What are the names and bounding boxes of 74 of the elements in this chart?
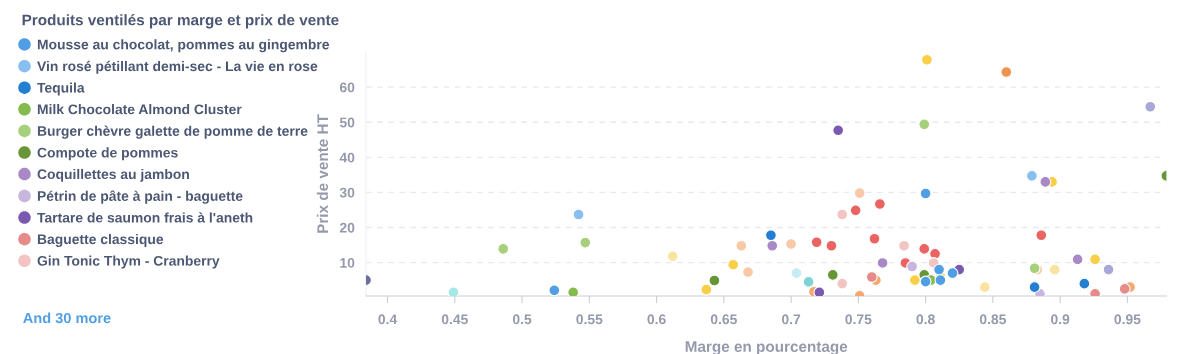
point — [1089, 253, 1102, 266]
x-tick-label: 0.8 — [916, 314, 935, 325]
point — [447, 286, 460, 296]
point — [934, 274, 947, 287]
point — [978, 281, 991, 294]
y-tick-label: 20 — [339, 222, 355, 233]
point — [1028, 281, 1041, 294]
point — [1000, 66, 1013, 78]
point — [908, 274, 921, 287]
point — [742, 266, 754, 279]
text: Produits ventilés par marge et prix de vente — [22, 14, 339, 29]
point — [826, 268, 839, 281]
point — [919, 275, 932, 288]
x-tick-label: 0.7 — [781, 314, 801, 325]
point — [810, 236, 823, 249]
legend-label: Gin Tonic Thym - Cranberry — [37, 255, 220, 269]
point — [497, 242, 510, 255]
point — [1035, 229, 1048, 242]
point — [868, 232, 881, 245]
point — [813, 286, 826, 296]
legend-label: Mousse au chocolat, pommes au gingembre — [37, 39, 330, 53]
point — [919, 187, 932, 200]
legend-label: Tartare de saumon frais à l'aneth — [37, 212, 253, 223]
point — [727, 258, 740, 271]
point — [579, 236, 592, 249]
x-tick-label: 0.45 — [441, 314, 468, 325]
y-axis-title: Prix de vente HT — [316, 114, 329, 233]
point — [764, 229, 777, 242]
y-tick-label: 50 — [339, 117, 355, 128]
point — [790, 267, 803, 280]
point — [1118, 282, 1131, 295]
point — [1078, 277, 1091, 290]
point — [849, 204, 862, 217]
point — [1102, 263, 1115, 276]
point — [1048, 263, 1061, 276]
legend-label: Milk Chocolate Almond Cluster — [37, 104, 242, 115]
point — [572, 208, 585, 221]
point — [1071, 253, 1084, 266]
point — [708, 274, 721, 287]
point — [1025, 169, 1038, 182]
x-tick-label: 0.55 — [576, 314, 603, 325]
point — [865, 271, 878, 283]
legend-label: Vin rosé pétillant demi-sec - La vie en rose — [37, 60, 318, 74]
point — [876, 257, 889, 269]
point — [918, 118, 931, 131]
legend-label: Compote de pommes — [37, 147, 178, 161]
point — [1039, 175, 1052, 188]
x-tick-label: 0.9 — [1051, 314, 1070, 325]
x-tick-label: 0.85 — [979, 314, 1006, 325]
point — [548, 284, 561, 296]
y-tick-label: 60 — [339, 82, 355, 93]
x-tick-label: 0.4 — [378, 314, 398, 325]
x-tick-label: 0.6 — [647, 314, 666, 325]
point — [700, 283, 713, 296]
x-tick-label: 0.65 — [710, 314, 737, 325]
point — [567, 286, 580, 296]
x-tick-label: 0.75 — [845, 314, 872, 325]
point — [802, 275, 815, 288]
legend-label: Tequila — [37, 82, 85, 96]
legend-label: Baguette classique — [37, 233, 164, 247]
y-tick-label: 10 — [340, 257, 355, 268]
text: And 30 more — [23, 312, 111, 324]
point — [918, 242, 931, 255]
y-tick-label: 30 — [339, 187, 355, 198]
x-tick-label: 0.5 — [512, 314, 532, 325]
point — [832, 124, 845, 137]
point — [873, 198, 886, 210]
point — [933, 263, 945, 276]
legend-label: Pétrin de pâte à pain - baguette — [37, 190, 243, 204]
y-tick-label: 40 — [339, 152, 355, 163]
point — [946, 267, 959, 280]
legend-label: Coquillettes au jambon — [37, 168, 189, 182]
x-tick-label: 0.95 — [1114, 314, 1141, 325]
legend-label: Burger chèvre galette de pomme de terre — [37, 125, 308, 139]
